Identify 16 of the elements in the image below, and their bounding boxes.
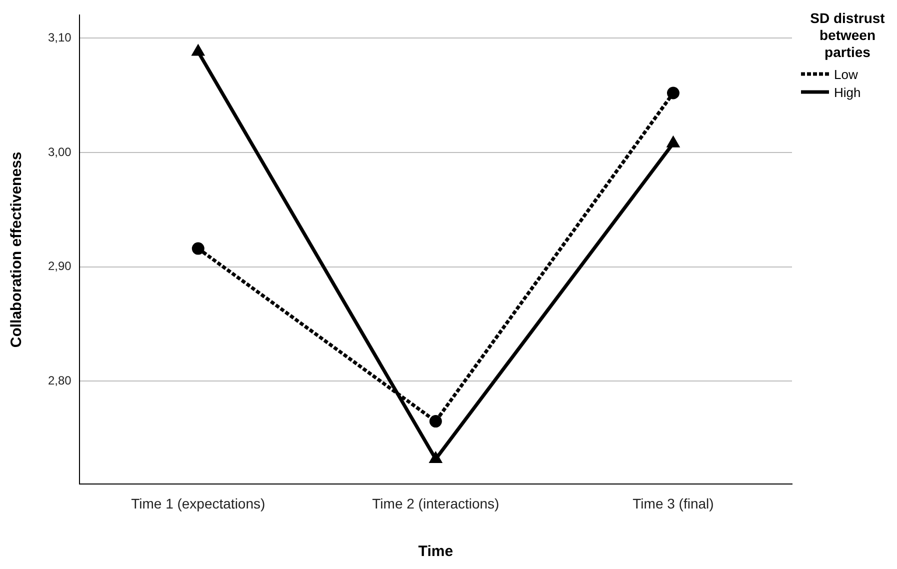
point [666, 86, 680, 100]
x-tick-label: Time 2 (interactions) [372, 495, 500, 512]
y-axis-title: Collaboration effectiveness [8, 152, 26, 348]
y-tick-label: 3,00 [48, 144, 72, 159]
x-axis-title: Time [418, 543, 454, 560]
legend-label: High [834, 84, 861, 100]
x-tick-label: Time 3 (final) [632, 495, 714, 512]
y-tick-label: 2,80 [48, 374, 72, 388]
legend-title: SD distrust between parties [809, 10, 886, 61]
x-tick-label: Time 1 (expectations) [131, 495, 266, 512]
legend-label: Low [834, 66, 858, 82]
point [192, 242, 204, 255]
y-tick-label: 2,90 [48, 259, 72, 274]
point [430, 452, 442, 464]
y-tick-label: 3,10 [48, 30, 72, 44]
point [429, 415, 442, 428]
